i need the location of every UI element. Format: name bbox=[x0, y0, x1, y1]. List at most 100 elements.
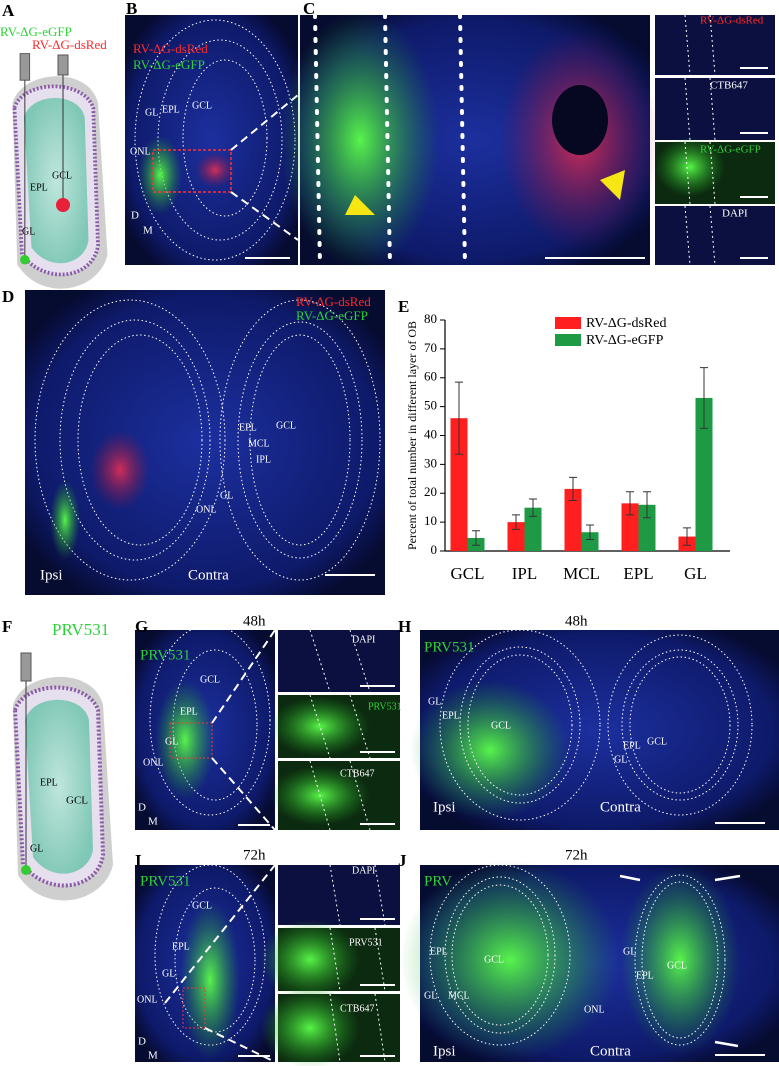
panel-text: GCL bbox=[192, 900, 212, 911]
layer-outline bbox=[77, 334, 203, 546]
panel-text: PRV531 bbox=[368, 701, 402, 712]
panel-text: GL bbox=[162, 968, 175, 979]
y-tick-label: 70 bbox=[424, 340, 437, 355]
panel-text: DAPI bbox=[722, 208, 748, 220]
bulb-core bbox=[25, 699, 93, 874]
bulb-core bbox=[23, 98, 89, 264]
x-tick-label: EPL bbox=[623, 564, 653, 583]
layer-outline bbox=[174, 887, 256, 1033]
syringe bbox=[57, 54, 69, 76]
x-tick-label: GCL bbox=[451, 564, 485, 583]
panel-text: ONL bbox=[584, 1004, 605, 1015]
panel-text: IPL bbox=[256, 454, 271, 465]
y-tick-label: 10 bbox=[424, 513, 437, 528]
layer-boundary bbox=[329, 993, 341, 1063]
micrograph bbox=[655, 206, 775, 265]
layer-boundary bbox=[329, 864, 341, 926]
panel-text: EPL bbox=[180, 706, 198, 717]
bar bbox=[581, 532, 599, 551]
error-bar bbox=[626, 491, 634, 516]
layer-outline bbox=[621, 649, 739, 801]
inset-box bbox=[169, 722, 213, 759]
panel-text: GCL bbox=[276, 420, 296, 431]
signal bbox=[155, 680, 215, 800]
syringe bbox=[20, 652, 32, 682]
panel-text: MCL bbox=[448, 990, 470, 1001]
error-bar bbox=[455, 381, 463, 455]
error-bar bbox=[569, 476, 577, 501]
y-tick-label: 80 bbox=[424, 311, 437, 326]
bar bbox=[564, 488, 582, 551]
arrowhead bbox=[600, 170, 625, 200]
panel-text: GL bbox=[145, 107, 158, 118]
panel-text: GCL bbox=[192, 100, 212, 111]
panel-text: GL bbox=[165, 736, 178, 747]
panel-text: PRV531 bbox=[140, 647, 190, 663]
layer-boundary bbox=[709, 14, 716, 76]
panel-text: 48h bbox=[243, 613, 266, 629]
panel-label: H bbox=[398, 617, 411, 636]
error-bar bbox=[512, 514, 520, 530]
panel-text: D bbox=[138, 802, 146, 814]
signal bbox=[138, 135, 182, 215]
y-tick-label: 0 bbox=[431, 542, 438, 557]
panel-text: M bbox=[148, 816, 158, 828]
panel-text: PRV531 bbox=[349, 937, 383, 948]
panel-text: PRV531 bbox=[52, 620, 109, 639]
layer-boundary bbox=[349, 629, 371, 693]
panel-text: RV-ΔG-dsRed bbox=[296, 294, 371, 309]
panel-text: GCL bbox=[484, 954, 504, 965]
panel-text: GL bbox=[22, 226, 35, 237]
legend-swatch bbox=[555, 334, 581, 346]
y-tick-label: 30 bbox=[424, 455, 437, 470]
layer-outline bbox=[249, 334, 351, 546]
layer-outline bbox=[182, 59, 268, 217]
error-bar bbox=[472, 530, 480, 546]
panel-text: GL bbox=[220, 490, 233, 501]
arrow bbox=[714, 874, 741, 882]
panel-text: 72h bbox=[565, 847, 588, 863]
y-tick-label: 60 bbox=[424, 369, 437, 384]
panel-text: EPL bbox=[172, 941, 190, 952]
panel-text: CTB647 bbox=[340, 1003, 374, 1014]
panel-label: B bbox=[126, 0, 137, 18]
layer-boundary bbox=[374, 993, 386, 1063]
layer-outline bbox=[444, 876, 556, 1034]
layer-boundary bbox=[309, 629, 331, 693]
inset-box bbox=[182, 987, 206, 1029]
signal bbox=[260, 919, 360, 1000]
vessel bbox=[552, 85, 608, 155]
panel-text: EPL bbox=[623, 740, 641, 751]
y-tick-label: 50 bbox=[424, 398, 437, 413]
panel-label: F bbox=[2, 617, 12, 636]
layer-boundary bbox=[374, 927, 386, 992]
panel-text: D bbox=[131, 210, 139, 222]
panel-text: 48h bbox=[565, 613, 588, 629]
layer-boundary bbox=[349, 760, 371, 831]
layer-outline bbox=[59, 319, 211, 561]
layer-outline bbox=[237, 321, 363, 559]
signal bbox=[195, 152, 235, 188]
arrowhead bbox=[345, 195, 375, 215]
arrow bbox=[619, 874, 641, 882]
signal bbox=[180, 900, 240, 1060]
panel-text: RV-ΔG-dsRed bbox=[32, 37, 107, 52]
layer-outline bbox=[149, 624, 271, 816]
panel-text: RV-ΔG-eGFP bbox=[296, 308, 368, 323]
panel-text: RV-ΔG-eGFP bbox=[700, 144, 761, 156]
layer-outline bbox=[467, 654, 573, 796]
panel-text: Ipsi bbox=[40, 567, 63, 583]
layer-outline bbox=[459, 646, 581, 804]
signal bbox=[50, 480, 80, 560]
panel-text: EPL bbox=[30, 182, 48, 193]
legend-label: RV-ΔG-dsRed bbox=[586, 316, 666, 331]
panel-label: A bbox=[2, 1, 15, 20]
injection bbox=[56, 198, 70, 212]
panel-text: EPL bbox=[636, 970, 654, 981]
layer-outline bbox=[634, 874, 726, 1046]
panel-text: GCL bbox=[52, 170, 72, 181]
layer-boundary bbox=[349, 694, 371, 759]
zoom-line bbox=[164, 864, 276, 1004]
bar bbox=[638, 504, 656, 551]
